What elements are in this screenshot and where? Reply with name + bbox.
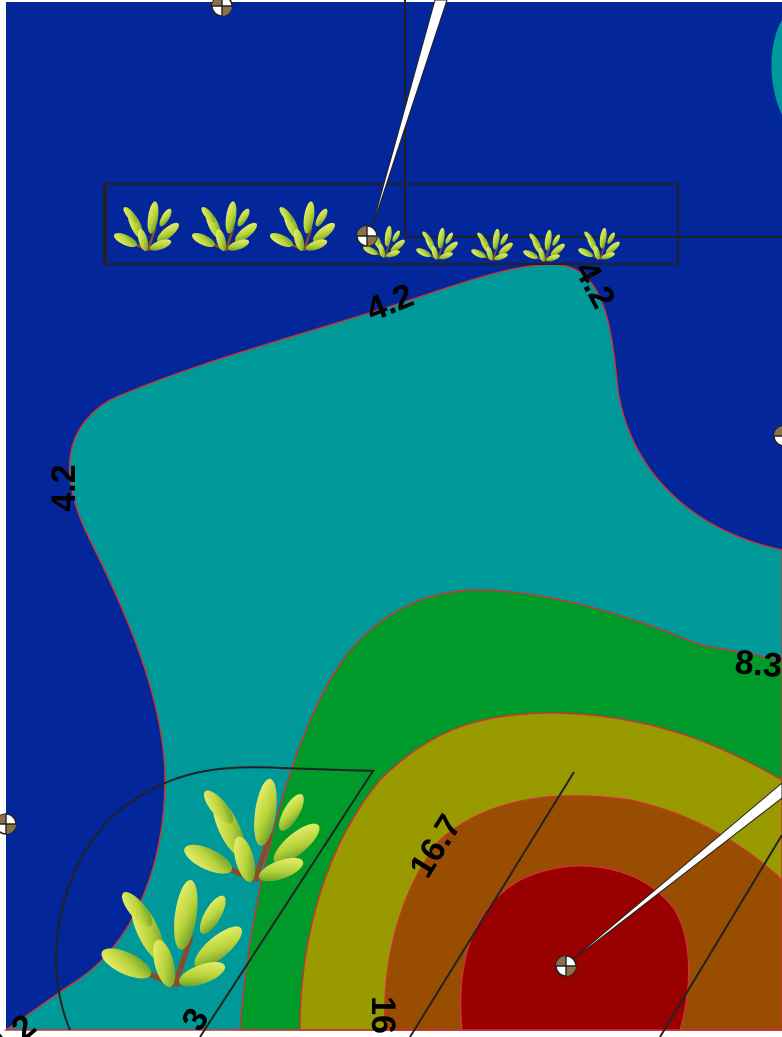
beam-wedge-top	[369, 0, 448, 235]
contour-label-8-3: 8.3	[733, 643, 782, 685]
contour-label-16-bottom: 16	[364, 996, 402, 1034]
fixture-outlines	[55, 0, 782, 1037]
contour-zone-2-corner	[771, 20, 782, 115]
beam-wedge-bottom	[565, 782, 782, 966]
contour-label-4-2-left: 4.2	[45, 464, 83, 511]
